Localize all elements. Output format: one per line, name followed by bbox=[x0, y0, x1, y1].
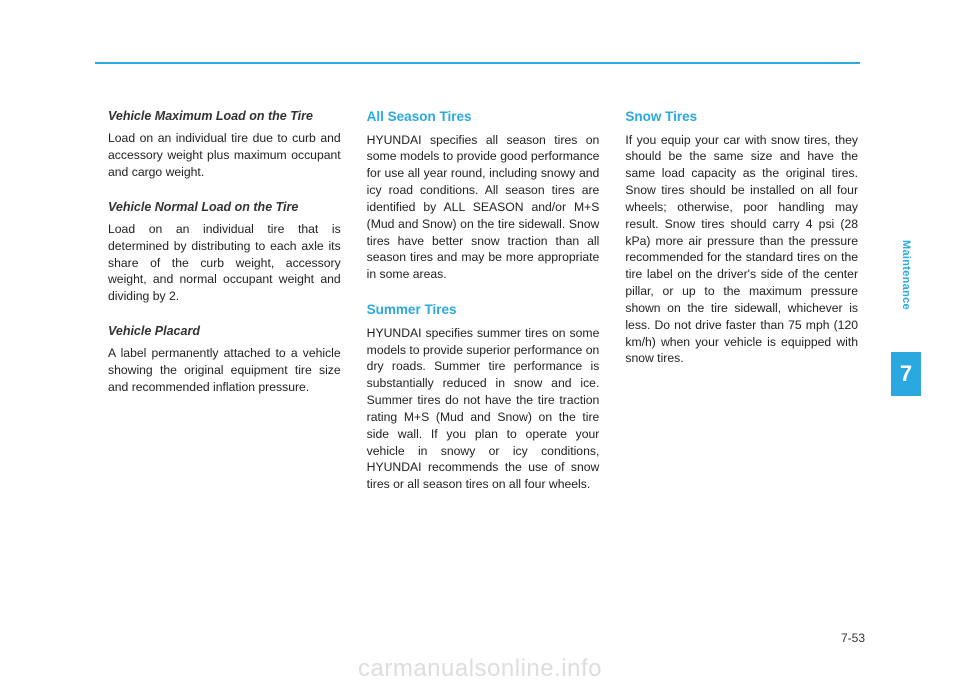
heading-all-season-tires: All Season Tires bbox=[367, 108, 600, 127]
manual-page: Vehicle Maximum Load on the Tire Load on… bbox=[0, 0, 960, 689]
section-label: Maintenance bbox=[900, 240, 912, 310]
column-2: All Season Tires HYUNDAI specifies all s… bbox=[367, 108, 600, 511]
heading-snow-tires: Snow Tires bbox=[625, 108, 858, 127]
watermark-text: carmanualsonline.info bbox=[0, 655, 960, 683]
top-rule bbox=[95, 62, 860, 64]
body-text: Load on an individual tire due to curb a… bbox=[108, 130, 341, 180]
heading-vehicle-max-load: Vehicle Maximum Load on the Tire bbox=[108, 108, 341, 125]
body-text: If you equip your car with snow tires, t… bbox=[625, 132, 858, 368]
body-text: A label permanently attached to a vehicl… bbox=[108, 345, 341, 395]
body-text: Load on an individual tire that is deter… bbox=[108, 221, 341, 305]
chapter-number-tab: 7 bbox=[891, 352, 921, 396]
heading-vehicle-normal-load: Vehicle Normal Load on the Tire bbox=[108, 199, 341, 216]
body-text: HYUNDAI specifies summer tires on some m… bbox=[367, 325, 600, 493]
body-text: HYUNDAI specifies all season tires on so… bbox=[367, 132, 600, 283]
heading-summer-tires: Summer Tires bbox=[367, 301, 600, 320]
column-1: Vehicle Maximum Load on the Tire Load on… bbox=[108, 108, 341, 511]
page-number: 7-53 bbox=[841, 631, 865, 645]
column-3: Snow Tires If you equip your car with sn… bbox=[625, 108, 858, 511]
heading-vehicle-placard: Vehicle Placard bbox=[108, 323, 341, 340]
content-columns: Vehicle Maximum Load on the Tire Load on… bbox=[108, 108, 858, 511]
